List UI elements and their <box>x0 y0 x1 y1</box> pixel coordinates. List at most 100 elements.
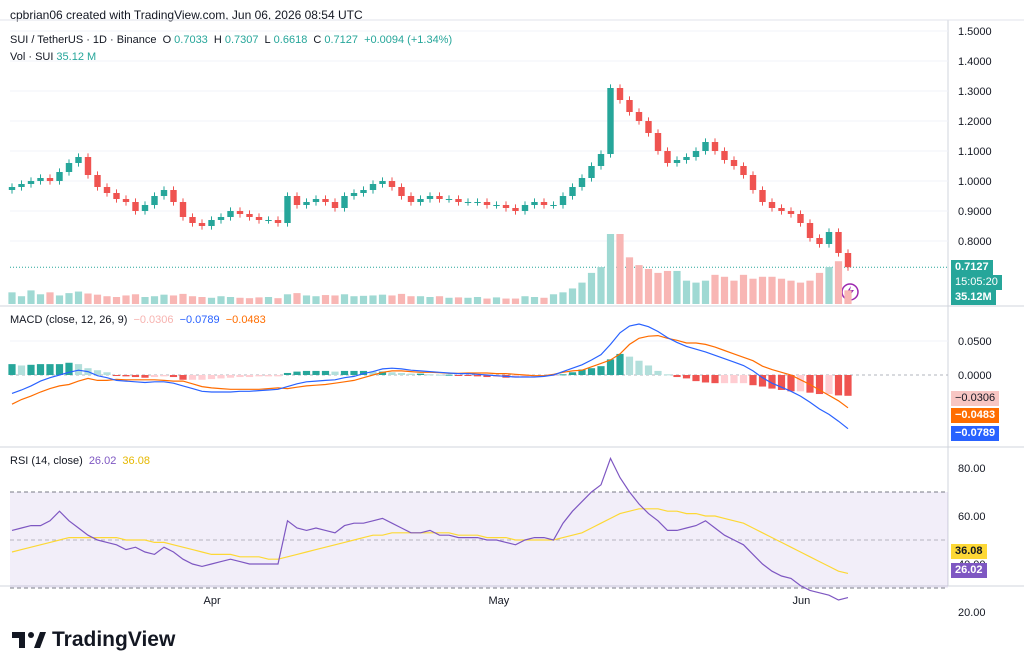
price-tick-label: 1.2000 <box>958 116 992 128</box>
macd-histogram-bar <box>654 370 662 375</box>
macd-histogram-bar <box>445 374 453 376</box>
candle-body <box>797 214 804 223</box>
volume-bar <box>568 288 577 304</box>
macd-histogram-bar <box>8 364 16 375</box>
candle-body <box>341 196 348 208</box>
macd-histogram-bar <box>834 375 843 396</box>
volume-bar <box>426 297 434 304</box>
volume-tag: 35.12M <box>951 290 996 305</box>
macd-histogram-bar <box>473 375 482 377</box>
rsi-ma-line <box>11 508 849 574</box>
volume-bar <box>293 293 301 304</box>
candle-body <box>483 202 491 205</box>
candle-body <box>198 223 206 226</box>
volume-bar <box>616 234 624 304</box>
macd-histogram-bar <box>141 375 149 378</box>
volume-bar <box>150 296 159 304</box>
candle-body <box>75 157 82 163</box>
volume-bar <box>17 296 26 304</box>
volume-bar <box>55 295 64 304</box>
volume-bar <box>74 291 83 304</box>
candle-body <box>588 166 595 178</box>
rsi-tick-label: 60.00 <box>958 511 986 523</box>
volume-bar <box>540 297 548 304</box>
macd-histogram-bar <box>236 375 244 378</box>
candle-body <box>217 217 225 220</box>
tradingview-logo[interactable]: TradingView <box>12 628 175 652</box>
macd-histogram-bar <box>112 375 121 377</box>
candle-body <box>8 187 16 190</box>
macd-histogram-bar <box>217 375 225 379</box>
candle-body <box>749 175 757 190</box>
candle-body <box>141 205 149 211</box>
macd-histogram-bar <box>625 356 634 375</box>
volume-bar <box>188 296 197 304</box>
candle-body <box>113 193 120 199</box>
macd-histogram-bar <box>388 372 396 375</box>
volume-bar <box>825 267 833 304</box>
volume-bar <box>236 297 244 304</box>
volume-bar <box>103 296 111 304</box>
volume-bar <box>84 293 92 304</box>
volume-bar <box>625 257 634 304</box>
chart-header: cpbrian06 created with TradingView.com, … <box>10 8 363 22</box>
candle-body <box>835 232 842 253</box>
symbol-label[interactable]: SUI / TetherUS · 1D · Binance <box>10 34 157 46</box>
macd-hist-tag: −0.0306 <box>951 391 1000 406</box>
volume-bar <box>521 296 529 304</box>
candle-body <box>635 112 643 121</box>
macd-histogram-bar <box>264 375 273 377</box>
candle-body <box>417 199 424 202</box>
open-label: O <box>162 34 172 46</box>
candle-body <box>293 196 301 205</box>
macd-histogram-bar <box>188 375 197 380</box>
candle-body <box>284 196 291 223</box>
candle-body <box>702 142 709 151</box>
volume-bar <box>559 292 567 304</box>
volume-bar <box>673 270 681 304</box>
candle-body <box>84 157 92 175</box>
macd-histogram-bar <box>483 375 491 378</box>
macd-histogram-bar <box>435 374 444 376</box>
candle-body <box>227 211 234 217</box>
macd-histogram-bar <box>122 375 130 377</box>
volume-bar <box>502 298 510 304</box>
candle-body <box>445 199 453 200</box>
volume-bar <box>511 298 520 304</box>
candle-body <box>398 187 405 196</box>
macd-histogram-bar <box>454 375 463 376</box>
macd-histogram-bar <box>74 364 83 375</box>
candle-body <box>607 88 614 154</box>
volume-bar <box>682 280 691 304</box>
macd-line <box>11 323 849 430</box>
candle-body <box>65 163 73 172</box>
macd-histogram-bar <box>720 375 729 384</box>
macd-value: −0.0789 <box>179 314 220 326</box>
macd-histogram-bar <box>416 373 425 375</box>
candle-body <box>740 166 747 175</box>
volume-bar <box>796 282 805 304</box>
macd-histogram-bar <box>198 375 206 380</box>
macd-histogram-bar <box>682 375 691 379</box>
change-value: +0.0094 (+1.34%) <box>364 34 453 46</box>
candle-body <box>597 154 605 166</box>
macd-histogram-bar <box>587 368 596 375</box>
rsi-tick-label: 80.00 <box>958 463 986 475</box>
macd-histogram-bar <box>768 375 776 389</box>
volume-bar <box>27 290 35 304</box>
x-axis-label: Apr <box>204 595 221 607</box>
macd-histogram-bar <box>635 360 643 375</box>
candle-body <box>787 211 795 214</box>
candle-body <box>464 202 472 203</box>
volume-bar <box>340 294 349 304</box>
volume-bar <box>768 276 776 304</box>
x-axis-label: Jun <box>793 595 811 607</box>
macd-histogram-bar <box>616 353 624 375</box>
macd-histogram-bar <box>692 375 700 382</box>
rsi-line <box>11 456 849 601</box>
volume-bar <box>587 272 596 304</box>
candle-body <box>616 88 624 100</box>
candle-body <box>683 157 690 160</box>
close-label: C <box>313 34 322 46</box>
rsi-ma-tag: 36.08 <box>951 544 987 559</box>
